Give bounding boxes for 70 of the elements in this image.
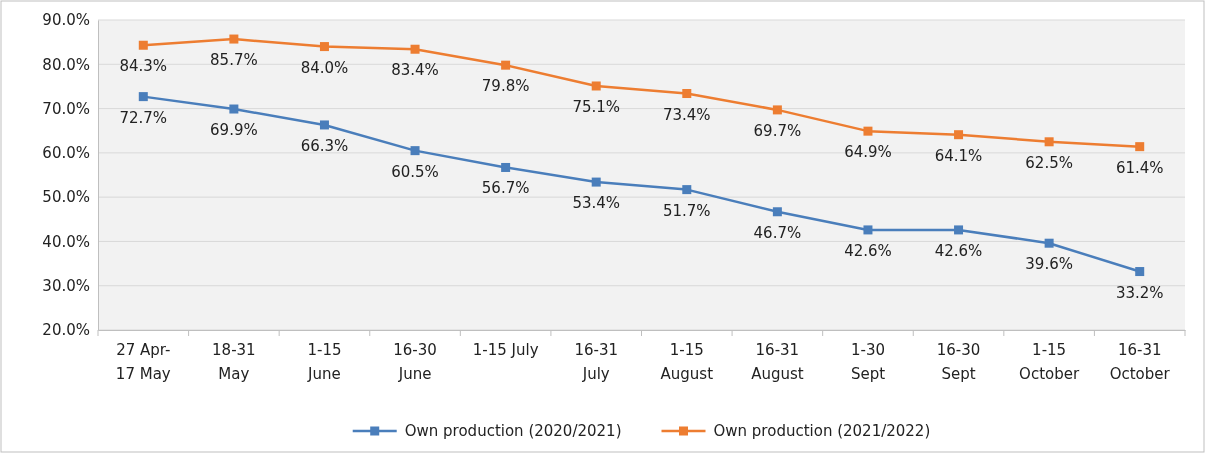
y-tick-label: 60.0% <box>42 144 90 163</box>
y-tick-label: 70.0% <box>42 99 90 118</box>
data-label: 84.3% <box>119 57 168 76</box>
data-label: 56.7% <box>481 179 530 198</box>
x-tick-label: 1-15 August <box>660 341 714 383</box>
data-label: 33.2% <box>1115 283 1164 302</box>
point <box>591 177 601 187</box>
point <box>501 60 511 70</box>
data-label: 66.3% <box>300 136 349 155</box>
point <box>772 207 782 217</box>
point <box>863 126 873 136</box>
data-label: 72.7% <box>119 108 168 127</box>
y-tick-label: 40.0% <box>42 232 90 251</box>
data-label: 83.4% <box>391 61 439 80</box>
data-label: 69.9% <box>210 121 258 140</box>
legend-label: Own production (2020/2021) <box>404 422 622 440</box>
point <box>1135 142 1145 152</box>
data-label: 62.5% <box>1025 153 1073 172</box>
point <box>682 185 692 195</box>
point <box>410 146 420 156</box>
data-label: 64.1% <box>934 146 983 165</box>
point <box>1135 267 1145 277</box>
x-tick-label: 16-31 July <box>574 341 619 383</box>
data-label: 60.5% <box>391 162 439 181</box>
point <box>682 89 692 99</box>
x-tick-label: 18-31 May <box>212 341 256 383</box>
y-tick-label: 50.0% <box>42 188 90 207</box>
y-tick-label: 80.0% <box>42 55 90 74</box>
point <box>410 44 420 54</box>
point <box>229 104 239 114</box>
point <box>591 81 601 91</box>
x-tick-label: 16-30 June <box>393 341 437 383</box>
point <box>138 40 148 50</box>
data-label: 73.4% <box>662 105 711 124</box>
x-tick-label: 1-30 Sept <box>850 341 886 383</box>
point <box>138 92 148 102</box>
data-label: 69.7% <box>753 121 802 140</box>
point <box>772 105 782 115</box>
data-label: 42.6% <box>934 241 983 260</box>
x-tick-label: 16-31 August <box>751 341 804 383</box>
point <box>1044 137 1054 147</box>
x-tick-label: 1-15 June <box>307 341 342 383</box>
data-label: 64.9% <box>844 143 892 162</box>
point <box>229 34 239 44</box>
data-label: 42.6% <box>844 241 892 260</box>
y-tick-label: 90.0% <box>42 11 90 30</box>
point <box>863 225 873 235</box>
x-tick-label: 27 Apr- 17 May <box>115 341 171 383</box>
x-tick-label: 1-15 October <box>1019 341 1080 383</box>
data-label: 79.8% <box>481 77 530 96</box>
point <box>954 130 964 140</box>
data-label: 51.7% <box>662 201 711 220</box>
y-tick-label: 30.0% <box>42 277 90 296</box>
data-label: 61.4% <box>1115 158 1164 177</box>
legend-label: Own production (2021/2022) <box>713 422 931 440</box>
x-tick-label: 16-31 October <box>1109 341 1171 383</box>
point <box>319 42 329 52</box>
x-tick-label: 16-30 Sept <box>936 341 981 383</box>
data-label: 39.6% <box>1025 255 1073 274</box>
point <box>1044 238 1054 248</box>
data-label: 75.1% <box>572 97 621 116</box>
point <box>319 120 329 130</box>
y-tick-label: 20.0% <box>42 321 90 340</box>
point <box>501 162 511 172</box>
data-label: 53.4% <box>572 194 621 213</box>
x-tick-label: 1-15 July <box>472 341 539 359</box>
data-label: 84.0% <box>300 58 349 77</box>
point <box>954 225 964 235</box>
data-label: 46.7% <box>753 223 802 242</box>
data-label: 85.7% <box>210 51 258 70</box>
